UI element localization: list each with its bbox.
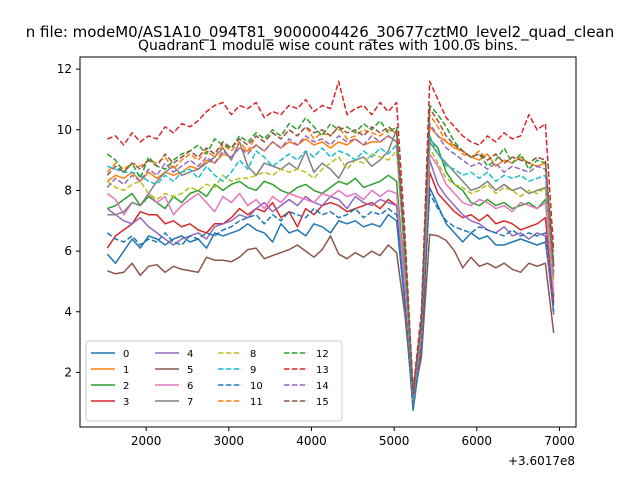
legend-label-12: 12 (316, 349, 329, 360)
x-offset-label: +3.6017e8 (508, 454, 575, 468)
y-tick-label: 2 (64, 365, 72, 379)
legend-label-3: 3 (123, 397, 129, 408)
series-line-0 (106, 186, 555, 412)
plot-frame (79, 56, 577, 428)
figure-suptitle: n file: modeM0/AS1A10_094T81_9000004426_… (26, 23, 615, 42)
series-line-10 (106, 192, 555, 410)
series-line-7 (107, 129, 555, 404)
series-line-14 (106, 122, 555, 398)
x-tick-label: 4000 (296, 434, 327, 448)
series-line-5 (107, 233, 555, 401)
series-line-3 (106, 171, 555, 409)
series-layer (106, 80, 555, 412)
y-tick-label: 10 (57, 123, 72, 137)
legend-label-0: 0 (123, 349, 129, 360)
series-line-9 (107, 135, 555, 399)
series-line-6 (106, 153, 555, 402)
legend-label-14: 14 (316, 381, 329, 392)
y-tick-label: 4 (64, 305, 72, 319)
legend-label-9: 9 (250, 365, 256, 376)
x-axis: 2000 3000 4000 5000 6000 7000 (131, 427, 575, 448)
x-tick-label: 3000 (214, 434, 245, 448)
legend-label-5: 5 (187, 365, 193, 376)
legend-frame (85, 340, 343, 422)
legend-label-2: 2 (123, 381, 129, 392)
legend-label-8: 8 (250, 349, 256, 360)
legend-label-13: 13 (316, 365, 329, 376)
legend-label-6: 6 (187, 381, 193, 392)
y-tick-label: 6 (64, 244, 72, 258)
y-axis: 2 4 6 8 10 12 (57, 62, 80, 379)
series-line-15 (106, 107, 555, 395)
series-line-13 (107, 80, 555, 392)
series-line-8 (106, 147, 555, 401)
series-line-12 (106, 104, 555, 395)
chart-title: Quadrant 1 module wise count rates with … (138, 38, 518, 54)
x-tick-label: 5000 (379, 434, 410, 448)
legend-label-4: 4 (187, 349, 193, 360)
x-tick-label: 6000 (462, 434, 493, 448)
x-tick-label: 2000 (131, 434, 162, 448)
y-tick-label: 8 (64, 183, 72, 197)
legend-label-15: 15 (316, 397, 329, 408)
legend-label-7: 7 (187, 397, 193, 408)
legend-label-11: 11 (250, 397, 263, 408)
legend-label-10: 10 (250, 381, 263, 392)
x-tick-label: 7000 (544, 434, 575, 448)
y-tick-label: 12 (57, 62, 72, 76)
legend-label-1: 1 (123, 365, 129, 376)
series-line-2 (107, 138, 555, 406)
